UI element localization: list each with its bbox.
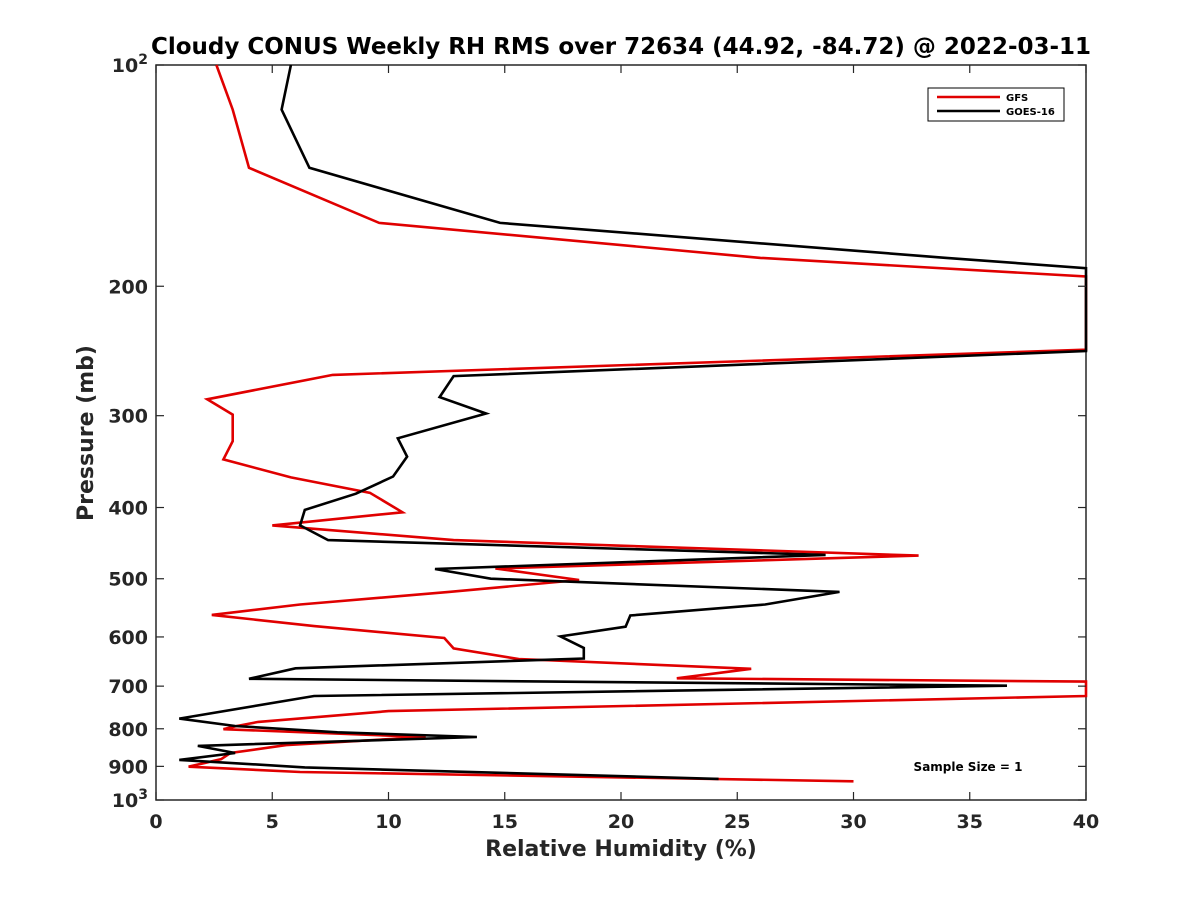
- x-tick-label: 0: [149, 811, 162, 833]
- y-tick-label: 900: [108, 756, 148, 778]
- sample-size-annotation: Sample Size = 1: [914, 760, 1023, 774]
- legend-box: [927, 87, 1065, 122]
- legend: GFS GOES-16: [927, 87, 1065, 122]
- y-tick-label: 500: [108, 569, 148, 591]
- y-tick-label: 800: [108, 719, 148, 741]
- x-tick-label: 30: [840, 811, 866, 833]
- x-tick-label: 10: [375, 811, 401, 833]
- y-tick-label: 600: [108, 627, 148, 649]
- y-tick-label: 200: [108, 276, 148, 298]
- y-tick-label: 700: [108, 676, 148, 698]
- legend-label: GOES-16: [1006, 107, 1055, 118]
- x-tick-label: 15: [492, 811, 518, 833]
- y-tick-label: 400: [108, 498, 148, 520]
- x-tick-label: 5: [266, 811, 279, 833]
- y-tick-label: 300: [108, 406, 148, 428]
- y-axis-label: Pressure (mb): [74, 345, 99, 521]
- legend-label: GFS: [1006, 93, 1028, 104]
- chart-title: Cloudy CONUS Weekly RH RMS over 72634 (4…: [151, 34, 1091, 60]
- x-tick-label: 35: [957, 811, 983, 833]
- x-tick-label: 25: [724, 811, 750, 833]
- series-line-gfs: [188, 64, 1088, 783]
- x-axis-label: Relative Humidity (%): [485, 837, 757, 862]
- series-layer: [179, 64, 1088, 783]
- series-line-goes-16: [179, 64, 1088, 781]
- x-tick-label: 40: [1073, 811, 1099, 833]
- x-tick-label: 20: [608, 811, 634, 833]
- x-axis: 0 5 10 15 20 25 30 35 40: [149, 65, 1099, 833]
